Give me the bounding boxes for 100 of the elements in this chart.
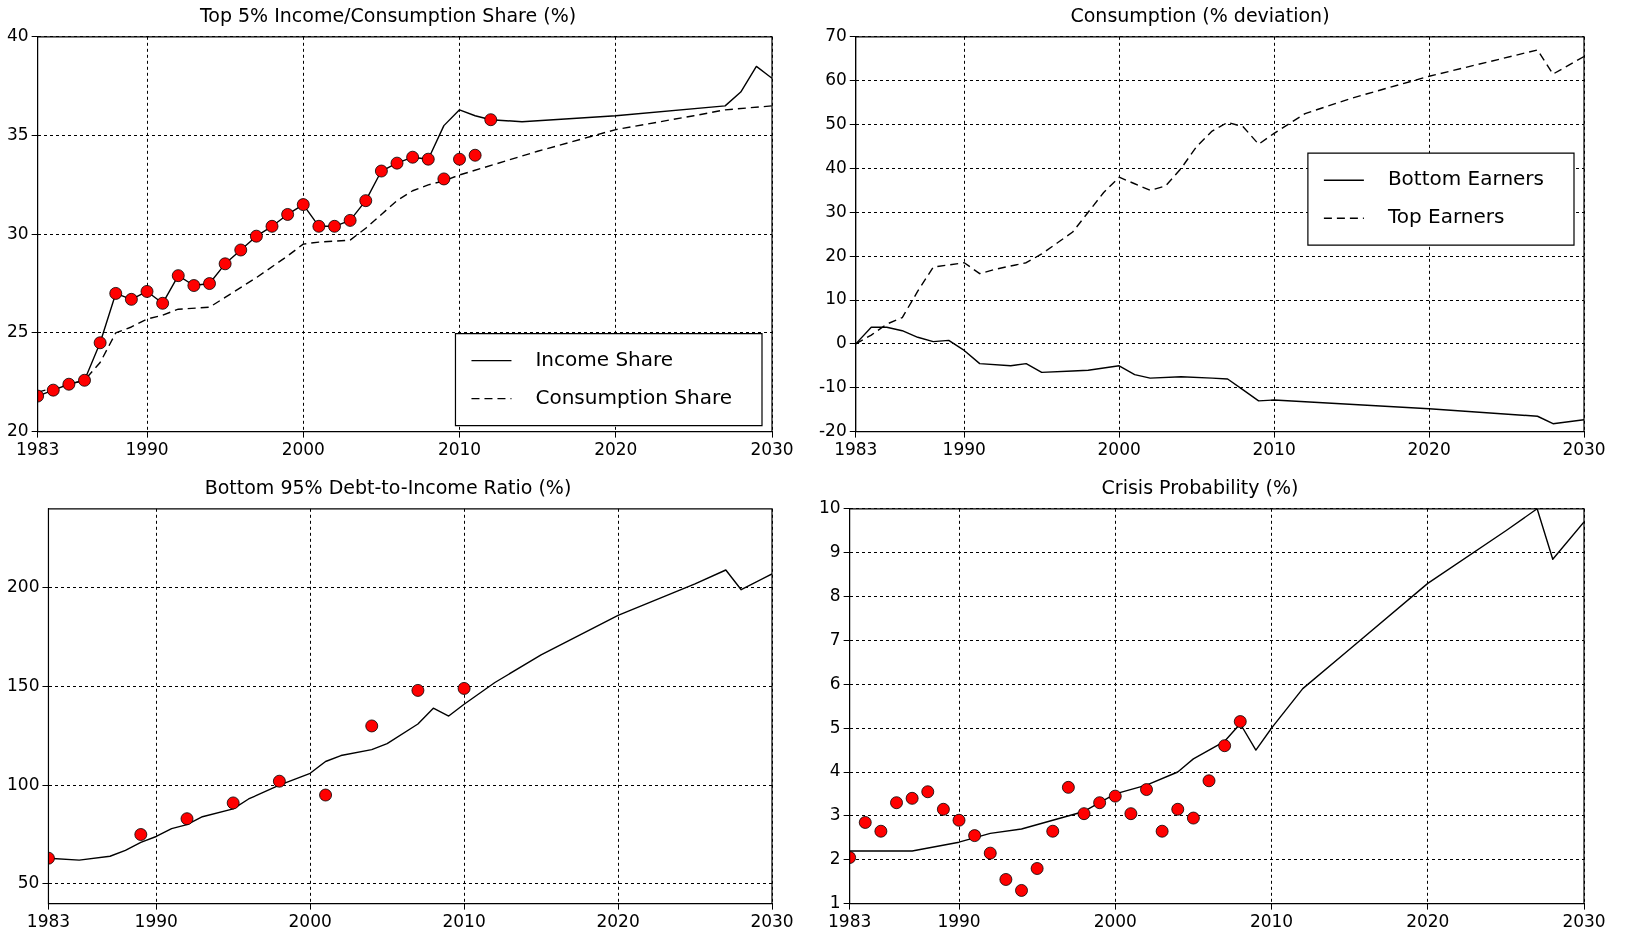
point [281,208,295,221]
y-tick-label: 5 [829,716,841,737]
x-tick-label: 1983 [828,911,872,932]
y-tick-label: 60 [825,69,847,90]
point [265,219,279,233]
point [1140,783,1153,796]
point [936,802,950,816]
point [296,198,310,211]
x-tick-label: 2000 [288,911,332,932]
point [1015,884,1028,897]
point [234,243,248,257]
point [62,377,76,391]
point [272,774,286,788]
point [484,113,498,127]
x-tick-label: 2010 [1252,439,1296,460]
y-tick-label: 20 [6,420,29,441]
chart-title: Consumption (% deviation) [1070,4,1330,27]
x-tick-label: 1983 [26,911,71,932]
y-tick-label: 0 [835,332,847,353]
x-tick-label: 2030 [750,911,794,932]
x-tick-label: 2010 [442,911,486,932]
point [1046,824,1060,838]
point [374,164,388,178]
y-tick-label: 3 [829,804,841,825]
y-tick-label: 100 [6,773,40,794]
y-tick-label: -10 [818,376,847,397]
point [226,796,240,810]
point [203,277,216,290]
point [109,287,123,300]
point [343,213,357,227]
point [140,285,154,298]
point [319,788,332,802]
point [1030,862,1044,875]
point [468,148,482,162]
x-tick-label: 1990 [134,911,178,932]
point [952,813,966,827]
y-tick-label: 30 [6,222,29,243]
point [171,269,185,283]
x-tick-label: 1990 [942,439,986,460]
y-tick-label: 9 [829,541,841,562]
x-tick-label: 2010 [1249,911,1294,932]
x-tick-label: 2010 [437,439,482,460]
point [406,150,420,164]
point [78,373,91,387]
y-tick-label: 1 [829,892,841,913]
y-tick-label: -20 [818,420,847,441]
y-tick-label: 35 [6,123,29,144]
chart-title: Bottom 95% Debt-to-Income Ratio (%) [204,476,572,499]
x-tick-label: 2030 [1562,911,1606,932]
x-tick-label: 2020 [596,911,640,932]
y-tick-label: 200 [6,576,40,597]
x-tick-label: 2000 [1097,439,1141,460]
x-tick-label: 1983 [16,439,60,460]
point [1233,715,1247,728]
x-tick-label: 2000 [281,439,325,460]
point [983,846,997,860]
point [1124,807,1138,821]
point [1061,780,1075,794]
point [858,816,872,829]
y-tick-label: 10 [818,497,841,518]
chart-title: Top 5% Income/Consumption Share (%) [198,4,577,27]
point [411,684,425,697]
point [187,279,201,292]
point [156,296,170,310]
point [390,156,404,170]
y-tick-label: 70 [825,25,847,46]
point [1171,802,1185,816]
legend-label: Bottom Earners [1387,166,1545,191]
point [453,152,466,166]
point [46,383,60,397]
point [365,719,379,733]
point [312,219,326,233]
point [968,829,982,843]
x-tick-label: 1983 [834,439,878,460]
point [124,292,138,306]
point [999,873,1013,886]
y-tick-label: 150 [6,674,40,695]
x-tick-label: 1990 [937,911,981,932]
point [890,796,903,810]
y-tick-label: 40 [6,25,29,46]
y-tick-label: 7 [829,628,841,649]
y-tick-label: 8 [829,584,841,605]
x-tick-label: 2020 [1406,911,1450,932]
point [421,152,435,166]
legend-label: Top Earners [1386,204,1505,229]
point [1093,796,1107,810]
x-tick-label: 1990 [125,439,169,460]
y-tick-label: 25 [6,321,29,342]
point [134,828,148,841]
point [874,824,888,838]
point [93,336,107,350]
point [1155,824,1169,838]
point [1202,774,1216,788]
y-tick-label: 6 [829,672,841,693]
point [218,257,232,271]
point [437,172,451,186]
point [1077,807,1091,821]
point [359,194,373,208]
y-tick-label: 2 [829,848,841,869]
y-tick-label: 30 [825,200,847,221]
